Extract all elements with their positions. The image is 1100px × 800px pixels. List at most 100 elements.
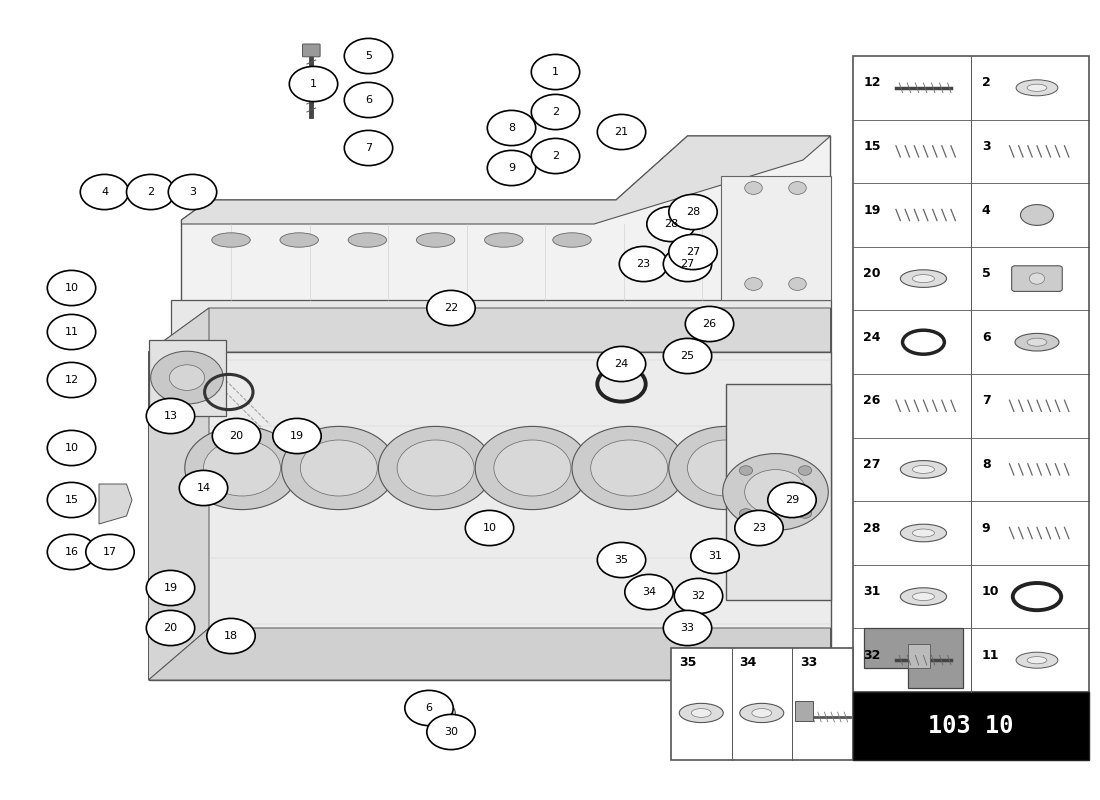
Text: a passion for parts since 1994: a passion for parts since 1994 bbox=[260, 551, 532, 569]
Circle shape bbox=[427, 714, 475, 750]
Ellipse shape bbox=[280, 233, 319, 247]
Text: 8: 8 bbox=[508, 123, 515, 133]
Circle shape bbox=[789, 278, 806, 290]
Circle shape bbox=[625, 574, 673, 610]
Circle shape bbox=[674, 578, 723, 614]
Circle shape bbox=[531, 94, 580, 130]
Circle shape bbox=[531, 54, 580, 90]
Circle shape bbox=[179, 470, 228, 506]
Ellipse shape bbox=[485, 233, 524, 247]
Polygon shape bbox=[726, 384, 830, 600]
Circle shape bbox=[300, 440, 377, 496]
Circle shape bbox=[723, 454, 828, 530]
Circle shape bbox=[739, 509, 752, 518]
Ellipse shape bbox=[430, 706, 450, 721]
Text: 1: 1 bbox=[552, 67, 559, 77]
Ellipse shape bbox=[1015, 334, 1059, 351]
FancyBboxPatch shape bbox=[1012, 266, 1063, 291]
Text: 2: 2 bbox=[147, 187, 154, 197]
Circle shape bbox=[597, 114, 646, 150]
Polygon shape bbox=[148, 340, 225, 416]
Circle shape bbox=[86, 534, 134, 570]
Text: 32: 32 bbox=[692, 591, 705, 601]
Text: 11: 11 bbox=[65, 327, 78, 337]
Ellipse shape bbox=[900, 461, 946, 478]
Ellipse shape bbox=[609, 317, 662, 336]
Text: 31: 31 bbox=[864, 585, 881, 598]
Text: 28: 28 bbox=[864, 522, 881, 534]
Text: 24: 24 bbox=[615, 359, 628, 369]
Circle shape bbox=[647, 206, 695, 242]
Text: 30: 30 bbox=[444, 727, 458, 737]
Polygon shape bbox=[720, 176, 830, 300]
Circle shape bbox=[282, 426, 396, 510]
Ellipse shape bbox=[913, 274, 935, 282]
Circle shape bbox=[487, 150, 536, 186]
Circle shape bbox=[47, 270, 96, 306]
Text: 26: 26 bbox=[864, 394, 881, 407]
Text: 8: 8 bbox=[982, 458, 990, 471]
Circle shape bbox=[745, 182, 762, 194]
Circle shape bbox=[80, 174, 129, 210]
Polygon shape bbox=[148, 352, 830, 680]
Text: 2: 2 bbox=[982, 76, 990, 90]
Text: 32: 32 bbox=[864, 649, 881, 662]
Circle shape bbox=[405, 690, 453, 726]
Circle shape bbox=[427, 290, 475, 326]
Circle shape bbox=[663, 610, 712, 646]
Circle shape bbox=[597, 542, 646, 578]
Circle shape bbox=[47, 430, 96, 466]
Text: 34: 34 bbox=[739, 656, 757, 669]
Circle shape bbox=[768, 482, 816, 518]
Text: 4: 4 bbox=[982, 203, 990, 217]
Text: 13: 13 bbox=[164, 411, 177, 421]
Circle shape bbox=[691, 538, 739, 574]
Text: 12: 12 bbox=[864, 76, 881, 90]
Text: 4: 4 bbox=[101, 187, 108, 197]
Text: 23: 23 bbox=[752, 523, 766, 533]
Circle shape bbox=[344, 130, 393, 166]
Text: 28: 28 bbox=[664, 219, 678, 229]
Circle shape bbox=[739, 466, 752, 475]
Text: 3: 3 bbox=[982, 140, 990, 153]
Text: 7: 7 bbox=[365, 143, 372, 153]
Circle shape bbox=[531, 138, 580, 174]
Ellipse shape bbox=[1016, 652, 1058, 668]
Text: 26: 26 bbox=[703, 319, 716, 329]
Bar bbox=[852, 56, 1089, 692]
Polygon shape bbox=[864, 628, 962, 688]
Text: 25: 25 bbox=[681, 351, 694, 361]
Text: 35: 35 bbox=[679, 656, 696, 669]
Circle shape bbox=[185, 426, 299, 510]
Circle shape bbox=[47, 482, 96, 518]
Circle shape bbox=[273, 418, 321, 454]
Circle shape bbox=[475, 426, 590, 510]
Circle shape bbox=[212, 418, 261, 454]
Circle shape bbox=[494, 440, 571, 496]
Circle shape bbox=[663, 338, 712, 374]
Text: 2: 2 bbox=[552, 151, 559, 161]
Text: 28: 28 bbox=[686, 207, 700, 217]
Circle shape bbox=[146, 398, 195, 434]
Circle shape bbox=[745, 278, 762, 290]
Ellipse shape bbox=[739, 703, 783, 722]
Text: 24: 24 bbox=[864, 330, 881, 344]
Text: 27: 27 bbox=[686, 247, 700, 257]
Circle shape bbox=[669, 426, 783, 510]
Text: 20: 20 bbox=[864, 267, 881, 280]
Circle shape bbox=[572, 426, 686, 510]
Circle shape bbox=[688, 440, 764, 496]
Circle shape bbox=[146, 570, 195, 606]
Circle shape bbox=[735, 510, 783, 546]
Ellipse shape bbox=[900, 270, 946, 287]
Polygon shape bbox=[148, 308, 830, 352]
Ellipse shape bbox=[913, 593, 935, 601]
Circle shape bbox=[591, 440, 668, 496]
Ellipse shape bbox=[680, 703, 724, 722]
Text: 10: 10 bbox=[483, 523, 496, 533]
Circle shape bbox=[126, 174, 175, 210]
Ellipse shape bbox=[348, 233, 387, 247]
Bar bbox=[852, 692, 1089, 760]
Text: 20: 20 bbox=[164, 623, 177, 633]
Text: 33: 33 bbox=[681, 623, 694, 633]
